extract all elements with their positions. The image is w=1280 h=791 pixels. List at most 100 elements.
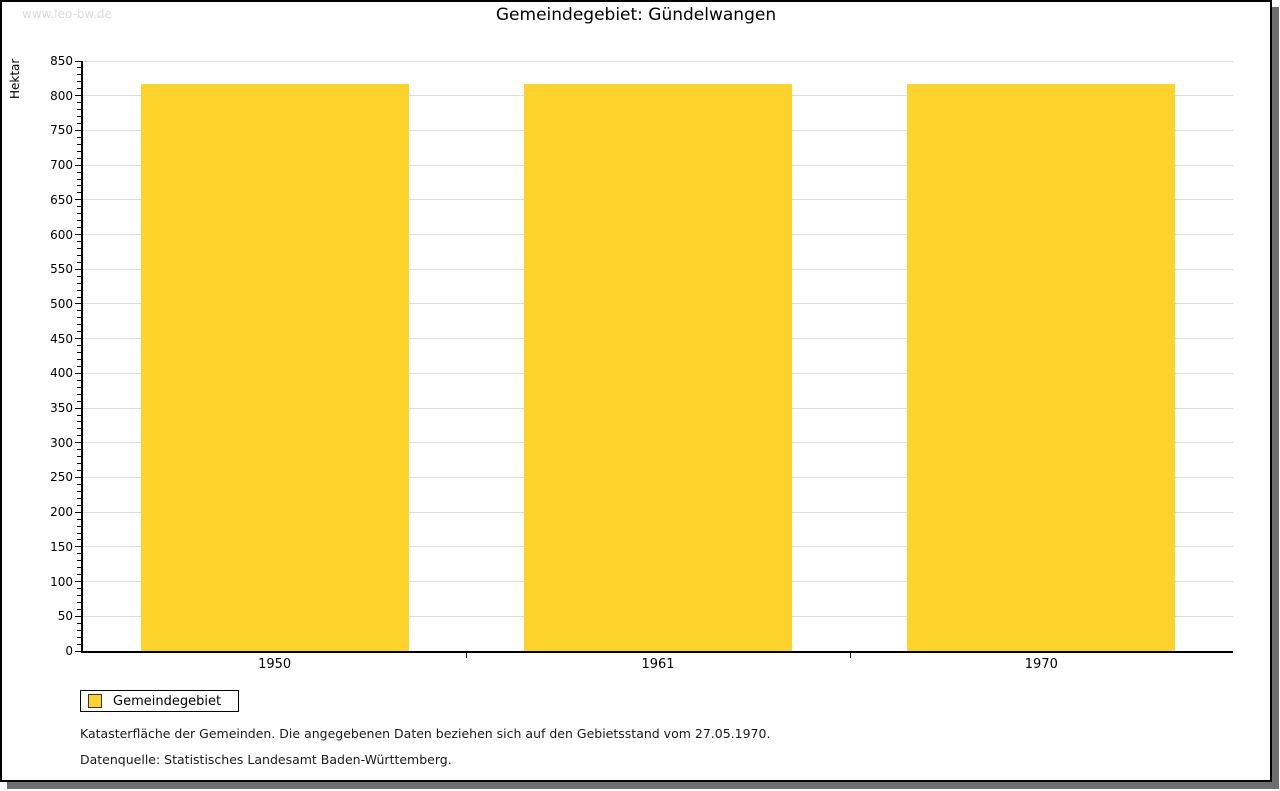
y-axis-tick-label: 0: [65, 644, 73, 658]
y-axis-minor-tick: [77, 185, 81, 187]
legend-swatch: [88, 694, 102, 708]
y-axis-minor-tick: [77, 331, 81, 333]
y-axis-minor-tick: [77, 428, 81, 430]
y-axis-minor-tick: [77, 525, 81, 527]
y-axis-major-tick: [75, 338, 81, 340]
y-axis-minor-tick: [77, 393, 81, 395]
y-axis-major-tick: [75, 442, 81, 444]
y-axis-minor-tick: [77, 588, 81, 590]
y-axis-minor-tick: [77, 365, 81, 367]
y-axis-major-tick: [75, 476, 81, 478]
y-axis-tick-label: 700: [50, 158, 73, 173]
y-axis-major-tick: [75, 234, 81, 236]
y-axis-minor-tick: [77, 324, 81, 326]
watermark: www.leo-bw.de: [22, 7, 112, 21]
y-axis-minor-tick: [77, 275, 81, 277]
y-axis-minor-tick: [77, 622, 81, 624]
y-axis-tick-label: 850: [50, 54, 73, 68]
y-axis-minor-tick: [77, 629, 81, 631]
y-axis-minor-tick: [77, 88, 81, 90]
y-axis-major-tick: [75, 581, 81, 583]
footnote-data-source: Datenquelle: Statistisches Landesamt Bad…: [80, 752, 452, 767]
y-axis-minor-tick: [77, 601, 81, 603]
y-axis-major-tick: [75, 95, 81, 97]
y-axis-minor-tick: [77, 178, 81, 180]
y-axis-minor-tick: [77, 206, 81, 208]
y-axis-tick-label: 300: [50, 435, 73, 450]
y-axis-minor-tick: [77, 504, 81, 506]
y-axis-minor-tick: [77, 414, 81, 416]
plot-area: 0 50 100 150 200 250 300 350 400 450 500 550 600 650 7…: [50, 54, 1233, 672]
y-axis-minor-tick: [77, 171, 81, 173]
bar-1970: [907, 83, 1176, 651]
y-axis-minor-tick: [77, 379, 81, 381]
y-axis-minor-tick: [77, 532, 81, 534]
y-axis-major-tick: [75, 511, 81, 513]
y-axis-tick-label: 250: [50, 470, 73, 485]
y-axis-minor-tick: [77, 150, 81, 152]
y-axis-minor-tick: [77, 157, 81, 159]
y-axis-minor-tick: [77, 574, 81, 576]
y-axis-minor-tick: [77, 539, 81, 541]
y-axis-minor-tick: [77, 594, 81, 596]
y-axis-minor-tick: [77, 247, 81, 249]
y-axis-minor-tick: [77, 109, 81, 111]
y-axis-tick-label: 650: [50, 192, 73, 207]
y-axis-minor-tick: [77, 456, 81, 458]
y-axis-minor-tick: [77, 261, 81, 263]
y-axis-minor-tick: [77, 116, 81, 118]
y-axis-minor-tick: [77, 386, 81, 388]
y-axis-major-tick: [75, 199, 81, 201]
y-axis-minor-tick: [77, 192, 81, 194]
y-axis-major-tick: [75, 60, 81, 62]
x-axis-boundary-tick: [849, 651, 851, 658]
y-axis-minor-tick: [77, 220, 81, 222]
y-axis-minor-tick: [77, 470, 81, 472]
y-axis-major-tick: [75, 303, 81, 305]
y-axis-minor-tick: [77, 435, 81, 437]
y-axis-minor-tick: [77, 553, 81, 555]
y-axis-minor-tick: [77, 352, 81, 354]
y-axis-major-tick: [75, 164, 81, 166]
chart-title: Gemeindegebiet: Gündelwangen: [495, 5, 777, 25]
y-axis-minor-tick: [77, 463, 81, 465]
y-axis-minor-tick: [77, 74, 81, 76]
y-axis-minor-tick: [77, 67, 81, 69]
y-axis-minor-tick: [77, 483, 81, 485]
y-axis-minor-tick: [77, 240, 81, 242]
x-axis-tick-label: 1950: [258, 657, 292, 672]
bar-1961: [524, 83, 792, 651]
legend-label: Gemeindegebiet: [113, 693, 222, 709]
gridline: [83, 60, 1233, 62]
y-axis-major-tick: [75, 650, 81, 652]
y-axis-major-tick: [75, 546, 81, 548]
y-axis-minor-tick: [77, 102, 81, 104]
footnote-source-note: Katasterfläche der Gemeinden. Die angege…: [80, 726, 771, 741]
y-axis-tick-label: 600: [50, 227, 73, 242]
y-axis-minor-tick: [77, 567, 81, 569]
y-axis-minor-tick: [77, 643, 81, 645]
y-axis-tick-label: 200: [50, 505, 73, 520]
y-axis-minor-tick: [77, 143, 81, 145]
y-axis-minor-tick: [77, 345, 81, 347]
y-axis-minor-tick: [77, 358, 81, 360]
y-axis-major-tick: [75, 372, 81, 374]
y-axis-minor-tick: [77, 608, 81, 610]
y-axis-major-tick: [75, 268, 81, 270]
y-axis-minor-tick: [77, 81, 81, 83]
y-axis-minor-tick: [77, 296, 81, 298]
y-axis-tick-label: 100: [50, 574, 73, 589]
y-axis-minor-tick: [77, 310, 81, 312]
y-axis-tick-label: 550: [50, 262, 73, 277]
y-axis-tick-label: 150: [50, 539, 73, 554]
y-axis-major-tick: [75, 615, 81, 617]
y-axis-minor-tick: [77, 560, 81, 562]
y-axis-minor-tick: [77, 497, 81, 499]
y-axis-tick-label: 50: [57, 609, 73, 624]
y-axis-minor-tick: [77, 317, 81, 319]
y-axis-minor-tick: [77, 449, 81, 451]
bar-1950: [140, 83, 409, 651]
y-axis-minor-tick: [77, 213, 81, 215]
y-axis-minor-tick: [77, 282, 81, 284]
